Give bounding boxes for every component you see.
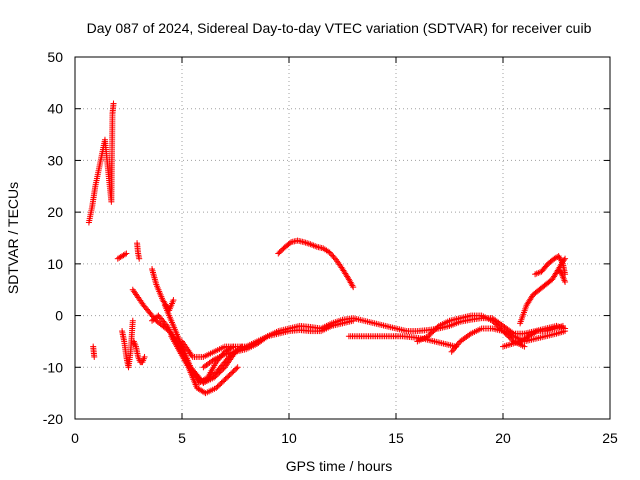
data-point [532, 328, 539, 335]
data-point [214, 383, 221, 390]
data-point [234, 364, 241, 371]
data-point [521, 343, 528, 350]
data-point [329, 252, 336, 259]
data-point [141, 353, 148, 360]
data-point [121, 251, 128, 258]
data-point [434, 324, 441, 331]
x-tick-label: 15 [388, 430, 404, 446]
data-point [216, 369, 223, 376]
y-axis-label: SDTVAR / TECUs [5, 182, 21, 294]
plot-frame [74, 56, 611, 420]
y-tick-label: 40 [47, 101, 63, 117]
series-s12 [179, 338, 250, 360]
data-point [326, 249, 333, 256]
series-s6 [134, 240, 143, 262]
data-point [433, 325, 440, 332]
data-point [212, 373, 219, 380]
data-point [345, 274, 352, 281]
y-tick-label: -10 [43, 359, 63, 375]
data-point [231, 366, 238, 373]
data-point [431, 326, 438, 333]
data-point [162, 321, 169, 328]
data-point [330, 253, 337, 260]
y-tick-label: 20 [47, 204, 63, 220]
data-point [491, 320, 498, 327]
series-s18 [448, 325, 569, 355]
data-point [221, 377, 228, 384]
series-s19 [500, 322, 566, 350]
x-tick-label: 25 [602, 430, 618, 446]
data-point [562, 328, 569, 335]
data-point [286, 240, 293, 247]
y-tick-label: 10 [47, 256, 63, 272]
series-s5 [130, 338, 148, 366]
data-point [225, 373, 232, 380]
x-axis-label: GPS time / hours [286, 458, 393, 474]
series-s16 [345, 333, 459, 350]
x-tick-label: 5 [178, 430, 186, 446]
y-tick-label: 50 [47, 49, 63, 65]
data-point [426, 331, 433, 338]
data-point [219, 366, 226, 373]
data-point [430, 328, 437, 335]
data-point [213, 384, 220, 391]
data-point [222, 375, 229, 382]
series-s17 [414, 312, 528, 350]
data-point [129, 317, 136, 324]
data-point [227, 370, 234, 377]
y-tick-label: -20 [43, 411, 63, 427]
data-point [215, 370, 222, 377]
data-point [350, 284, 357, 291]
series-s4 [119, 317, 136, 371]
y-tick-label: 30 [47, 152, 63, 168]
data-point [427, 330, 434, 337]
data-point [429, 329, 436, 336]
series-s1 [85, 100, 117, 226]
x-tick-label: 0 [71, 430, 79, 446]
data-point [233, 365, 240, 372]
data-point [562, 278, 569, 285]
data-point [226, 372, 233, 379]
data-point [230, 368, 237, 375]
data-point [327, 250, 334, 257]
data-point [123, 250, 130, 257]
series-s11 [168, 333, 241, 397]
data-point [217, 368, 224, 375]
data-point [562, 255, 569, 262]
data-point [559, 322, 566, 329]
data-point [215, 382, 222, 389]
data-point [110, 100, 117, 107]
series-s2 [90, 343, 98, 360]
data-point [223, 374, 230, 381]
series-s3 [114, 250, 130, 262]
data-point [508, 335, 515, 342]
x-tick-label: 20 [495, 430, 511, 446]
data-points [85, 100, 569, 397]
data-point [217, 381, 224, 388]
data-point [558, 269, 565, 276]
data-point [211, 374, 218, 381]
data-point [213, 372, 220, 379]
data-point [218, 379, 225, 386]
data-point [350, 317, 357, 324]
series-s21 [532, 253, 569, 278]
data-point [425, 333, 432, 340]
chart-title: Day 087 of 2024, Sidereal Day-to-day VTE… [87, 20, 592, 36]
series-s14 [232, 317, 357, 355]
data-point [489, 317, 496, 324]
data-point [136, 255, 143, 262]
y-tick-label: 0 [55, 308, 63, 324]
data-point [229, 369, 236, 376]
grid-lines [75, 57, 610, 419]
data-point [455, 339, 462, 346]
x-tick-label: 10 [281, 430, 297, 446]
series-s15 [275, 237, 357, 291]
data-point [91, 353, 98, 360]
data-point [490, 319, 497, 326]
data-point [219, 378, 226, 385]
series-s22 [555, 266, 569, 285]
data-point [170, 297, 177, 304]
